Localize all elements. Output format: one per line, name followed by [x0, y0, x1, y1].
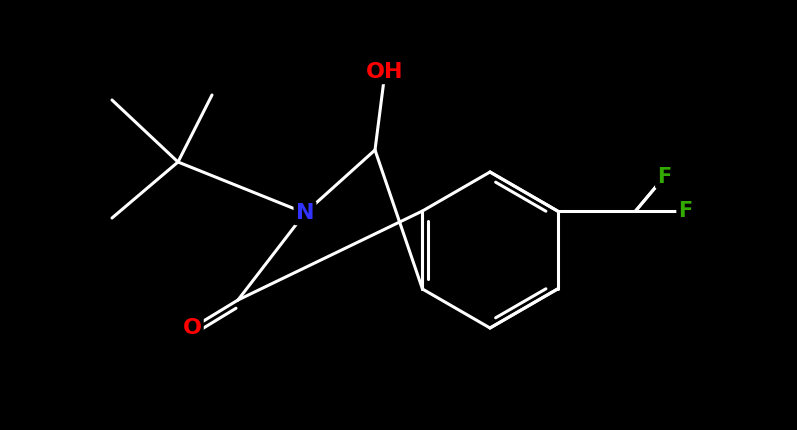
Text: F: F: [678, 201, 693, 221]
Text: F: F: [658, 166, 672, 187]
Text: N: N: [296, 203, 314, 223]
Text: F: F: [658, 166, 672, 187]
Text: O: O: [183, 318, 202, 338]
Text: OH: OH: [367, 62, 404, 82]
